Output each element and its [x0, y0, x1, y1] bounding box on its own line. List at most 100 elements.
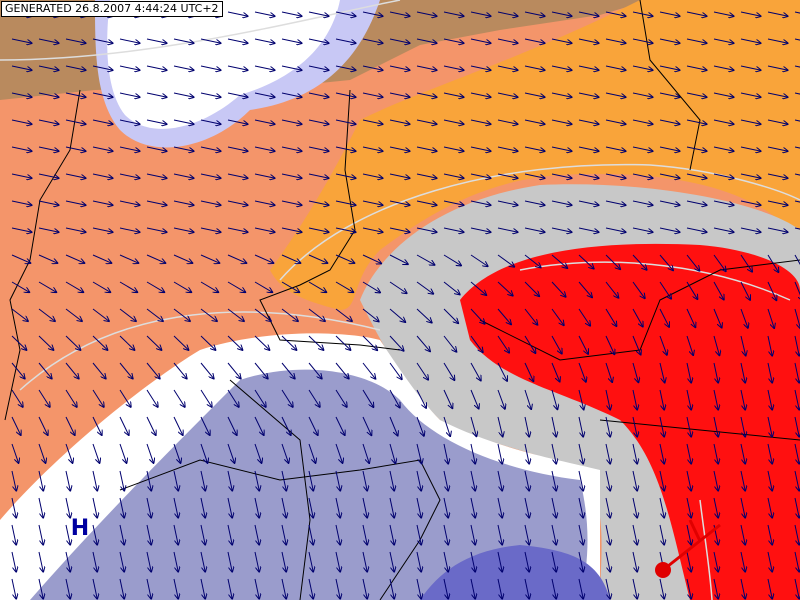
wind-arrow: [605, 119, 626, 124]
wind-arrow: [497, 308, 511, 324]
zone-blue: [420, 545, 610, 600]
wind-arrow: [38, 308, 55, 321]
wind-arrow: [794, 362, 799, 383]
wind-arrow: [200, 254, 219, 263]
wind-arrow: [173, 173, 194, 178]
wind-arrow: [659, 335, 667, 355]
wind-arrow: [308, 200, 329, 205]
wind-arrow: [416, 92, 437, 97]
wind-arrow: [335, 200, 356, 205]
wind-arrow: [551, 11, 572, 16]
wind-arrow: [119, 281, 137, 292]
wind-arrow: [281, 254, 300, 263]
wind-arrow: [740, 443, 745, 464]
wind-arrow: [308, 173, 329, 178]
wind-arrow: [254, 200, 275, 205]
wind-arrow: [686, 38, 707, 43]
wind-arrow: [470, 254, 488, 266]
wind-arrow: [281, 281, 299, 292]
wind-arrow: [92, 173, 113, 178]
wind-arrow: [605, 443, 610, 464]
wind-arrow: [227, 362, 241, 378]
wind-arrow: [254, 11, 275, 16]
wind-arrow: [767, 38, 788, 43]
wind-arrow: [254, 578, 259, 599]
wind-arrow: [254, 281, 272, 292]
wind-arrow: [659, 119, 680, 124]
wind-arrow: [443, 308, 458, 323]
wind-arrow: [281, 416, 291, 435]
wind-arrow: [173, 335, 188, 350]
wind-arrow: [416, 200, 437, 205]
wind-arrow: [227, 92, 248, 97]
wind-arrow: [551, 308, 564, 325]
wind-arrow: [308, 497, 313, 518]
wind-arrow: [281, 524, 286, 545]
wind-arrow: [605, 173, 626, 178]
wind-arrow: [470, 578, 475, 599]
wind-arrow: [497, 281, 513, 296]
wind-arrow: [740, 254, 752, 272]
wind-arrow: [713, 443, 718, 464]
wind-arrow: [119, 416, 129, 435]
wind-arrow: [524, 308, 537, 325]
wind-arrow: [659, 362, 665, 382]
wind-arrow: [686, 443, 691, 464]
wind-arrow: [308, 551, 313, 572]
wind-arrow: [794, 389, 799, 410]
wind-arrow: [794, 119, 800, 122]
wind-arrow: [578, 335, 588, 354]
wind-arrow: [416, 146, 437, 151]
wind-arrow: [308, 416, 318, 435]
wind-arrow: [227, 389, 239, 407]
wind-arrow: [200, 281, 218, 292]
wind-arrow: [794, 146, 800, 149]
wind-arrow: [416, 578, 421, 599]
wind-arrow: [119, 254, 138, 263]
wind-arrow: [119, 65, 140, 70]
wind-arrow: [794, 227, 800, 230]
wind-arrow: [38, 65, 59, 70]
wind-arrow: [767, 524, 772, 545]
wind-arrow: [38, 281, 56, 292]
wind-arrow: [335, 443, 343, 463]
wind-arrow: [146, 38, 167, 43]
wind-arrow: [659, 65, 680, 70]
wind-arrow: [605, 254, 620, 269]
wind-arrow: [389, 254, 408, 264]
wind-arrow: [146, 119, 167, 124]
wind-arrow: [443, 146, 464, 151]
wind-arrow: [470, 173, 491, 178]
wind-arrow: [173, 200, 194, 205]
wind-arrow: [119, 308, 136, 321]
wind-arrow: [470, 65, 491, 70]
wind-arrow: [119, 173, 140, 178]
wind-arrow: [65, 173, 86, 178]
wind-arrow: [65, 416, 75, 435]
wind-arrow: [740, 173, 761, 178]
wind-arrow: [416, 416, 424, 436]
wind-arrow: [92, 578, 97, 599]
wind-arrow: [470, 38, 491, 43]
wind-arrow: [173, 65, 194, 70]
wind-arrow: [146, 470, 151, 491]
wind-arrow: [497, 335, 509, 353]
wind-arrow: [524, 497, 529, 518]
wind-arrow: [200, 362, 214, 378]
wind-arrow: [92, 92, 113, 97]
wind-arrow: [443, 443, 448, 464]
wind-arrow: [92, 146, 113, 151]
wind-arrow: [524, 173, 545, 178]
wind-arrow: [713, 38, 734, 43]
wind-arrow: [200, 308, 217, 321]
wind-arrow: [119, 146, 140, 151]
wind-arrow: [173, 551, 178, 572]
wind-arrow: [794, 524, 799, 545]
wind-arrow: [524, 551, 529, 572]
wind-arrow: [11, 146, 32, 151]
wind-arrow: [146, 497, 151, 518]
wind-arrow: [551, 65, 572, 70]
wind-arrow: [38, 200, 59, 205]
